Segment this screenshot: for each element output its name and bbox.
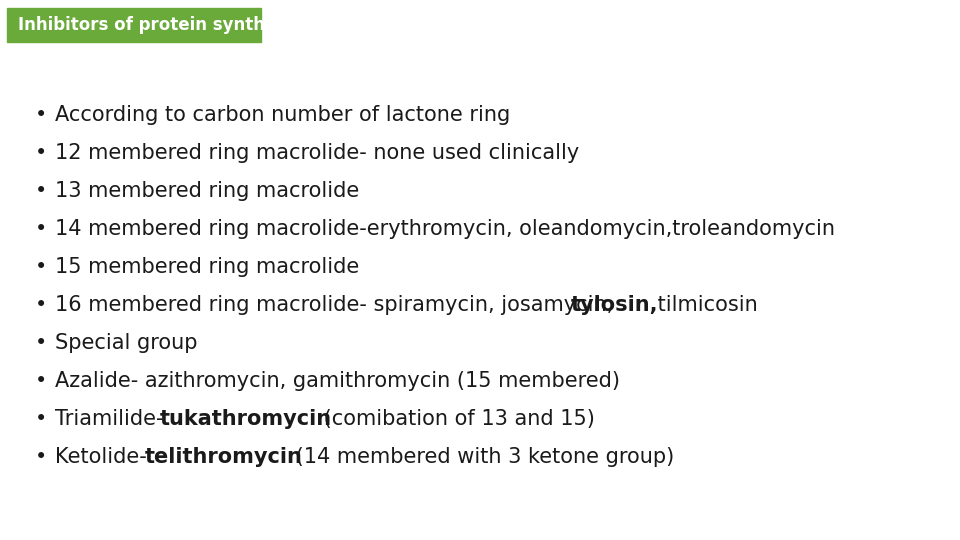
Text: According to carbon number of lactone ring: According to carbon number of lactone ri… bbox=[55, 105, 510, 125]
Text: •: • bbox=[35, 447, 47, 467]
Text: tilmicosin: tilmicosin bbox=[651, 295, 757, 315]
Text: 16 membered ring macrolide- spiramycin, josamycin,: 16 membered ring macrolide- spiramycin, … bbox=[55, 295, 620, 315]
Text: Special group: Special group bbox=[55, 333, 198, 353]
Text: Triamilide-: Triamilide- bbox=[55, 409, 170, 429]
Text: •: • bbox=[35, 257, 47, 277]
Text: tukathromycin: tukathromycin bbox=[160, 409, 332, 429]
Text: •: • bbox=[35, 105, 47, 125]
Text: •: • bbox=[35, 143, 47, 163]
Text: Azalide- azithromycin, gamithromycin (15 membered): Azalide- azithromycin, gamithromycin (15… bbox=[55, 371, 620, 391]
Text: •: • bbox=[35, 219, 47, 239]
Text: (14 membered with 3 ketone group): (14 membered with 3 ketone group) bbox=[289, 447, 674, 467]
Text: 15 membered ring macrolide: 15 membered ring macrolide bbox=[55, 257, 359, 277]
Text: •: • bbox=[35, 333, 47, 353]
Text: tylosin,: tylosin, bbox=[571, 295, 659, 315]
Text: telithromycin: telithromycin bbox=[145, 447, 302, 467]
Text: Inhibitors of protein synthesis: Inhibitors of protein synthesis bbox=[18, 16, 302, 34]
Bar bbox=[8, 8, 260, 42]
Text: •: • bbox=[35, 371, 47, 391]
Text: (comibation of 13 and 15): (comibation of 13 and 15) bbox=[318, 409, 595, 429]
Text: 14 membered ring macrolide-erythromycin, oleandomycin,troleandomycin: 14 membered ring macrolide-erythromycin,… bbox=[55, 219, 835, 239]
Text: •: • bbox=[35, 295, 47, 315]
Text: 13 membered ring macrolide: 13 membered ring macrolide bbox=[55, 181, 359, 201]
Text: •: • bbox=[35, 181, 47, 201]
Text: Ketolide-: Ketolide- bbox=[55, 447, 154, 467]
Text: •: • bbox=[35, 409, 47, 429]
Text: 12 membered ring macrolide- none used clinically: 12 membered ring macrolide- none used cl… bbox=[55, 143, 579, 163]
